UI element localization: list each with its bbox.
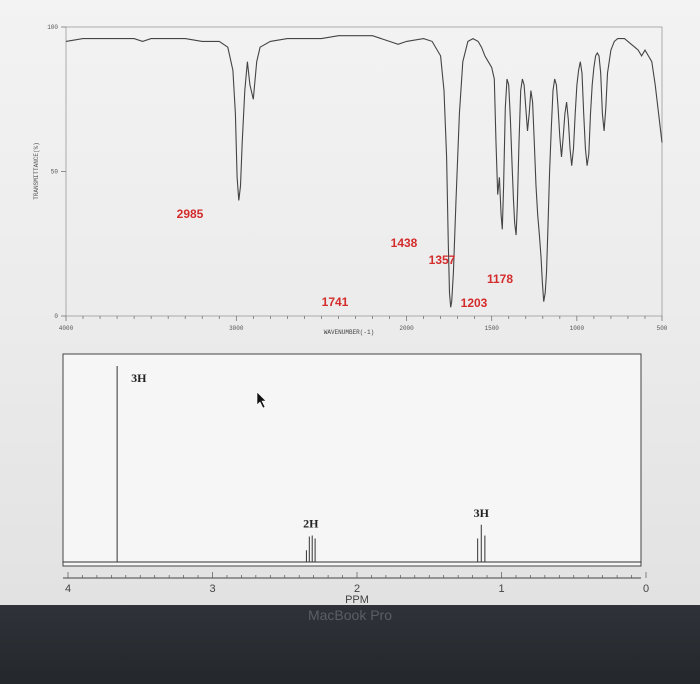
ir-peak-label: 1203	[461, 296, 488, 310]
ir-y-tick-label: 50	[51, 169, 59, 176]
nmr-tick-labels: 4 3 2 1 0	[65, 583, 649, 595]
nmr-x-tick-label: 4	[65, 583, 71, 595]
ir-peak-label: 2985	[177, 207, 204, 221]
ir-x-axis-label: WAVENUMBER(-1)	[324, 329, 374, 336]
ir-x-tick-label: 3000	[229, 325, 244, 332]
ir-peak-label: 1438	[391, 236, 418, 250]
ir-x-tick-label: 1000	[570, 325, 585, 332]
ir-peak-label: 1178	[487, 272, 513, 286]
nmr-ticks	[63, 572, 647, 579]
nmr-x-tick-label: 2	[354, 583, 360, 595]
ir-y-tick-label: 100	[47, 24, 58, 31]
nmr-x-tick-label: 0	[643, 583, 649, 595]
bezel-brand-label: MacBook Pro	[307, 607, 393, 623]
nmr-x-tick-label: 1	[498, 583, 504, 595]
ir-x-tick-label: 1500	[485, 325, 500, 332]
nmr-integration-labels: 3H 2H 3H	[131, 371, 489, 531]
laptop-bezel	[0, 605, 700, 684]
nmr-integration-label: 3H	[474, 506, 490, 520]
nmr-peaks	[116, 366, 486, 562]
nmr-integration-label: 3H	[131, 371, 147, 385]
ir-y-tick-label: 0	[54, 313, 58, 320]
ir-peak-annotations: 2985 1741 1438 1357 1203 1178	[177, 207, 514, 310]
ir-trace-line	[65, 35, 663, 308]
ir-x-tick-label: 2000	[399, 325, 414, 332]
nmr-plot-frame	[62, 353, 642, 567]
nmr-x-axis-label: PPM	[345, 594, 369, 605]
ir-x-tick-label: 500	[657, 325, 668, 332]
nmr-spectrum-chart: 4 3 2 1 0 3H 2H 3H PPM	[62, 353, 649, 605]
ir-ticks	[61, 26, 663, 321]
ir-x-tick-label: 4000	[59, 325, 74, 332]
nmr-integration-label: 2H	[303, 517, 319, 531]
ir-y-axis-label: TRANSMITTANCE(%)	[33, 142, 40, 200]
ir-peak-label: 1357	[429, 253, 456, 267]
ir-peak-label: 1741	[322, 295, 349, 309]
mouse-cursor-icon	[256, 391, 267, 409]
nmr-x-tick-label: 3	[209, 583, 215, 595]
